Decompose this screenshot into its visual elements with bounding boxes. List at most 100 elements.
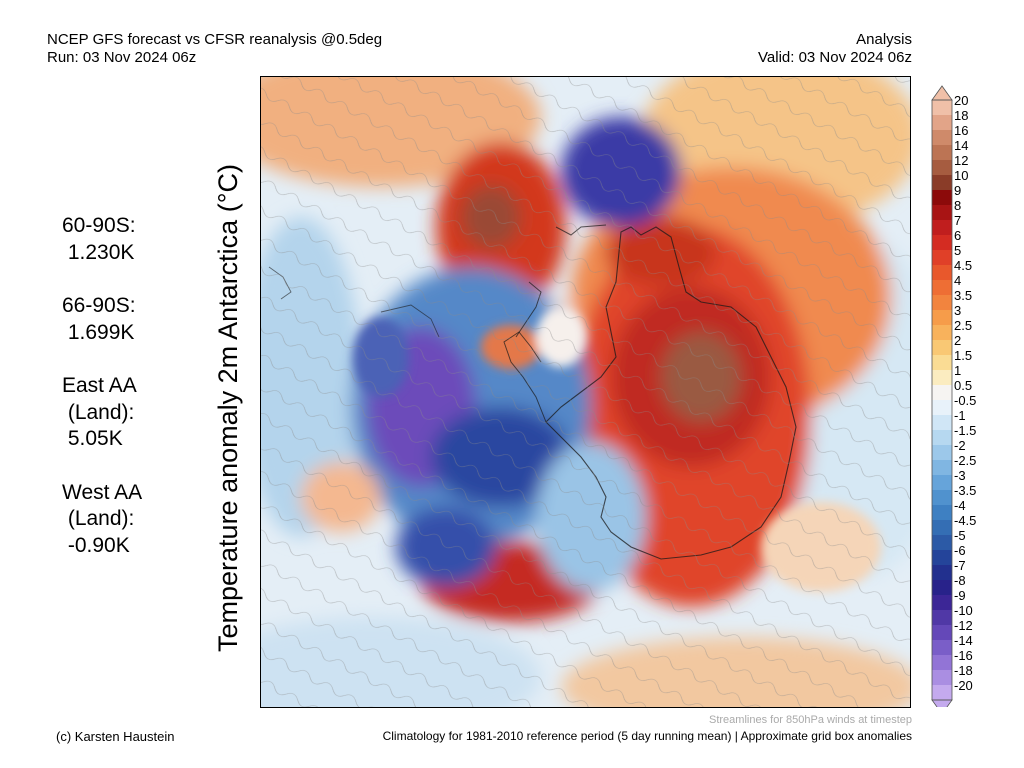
climatology-note: Climatology for 1981-2010 reference peri… [382, 729, 912, 743]
stat-line: 1.699K [62, 320, 135, 344]
stat-line: -0.90K [62, 533, 130, 557]
colorbar-tick-label: 0.5 [954, 378, 973, 393]
colorbar-tick-label: 20 [954, 93, 969, 108]
colorbar-swatch [932, 340, 952, 355]
colorbar-swatch [932, 310, 952, 325]
colorbar-tick-label: -9 [954, 588, 966, 603]
y-axis-label: Temperature anomaly 2m Antarctica (°C) [213, 164, 243, 652]
colorbar-swatch [932, 670, 952, 685]
stat-line: 66-90S: [62, 294, 136, 317]
stat-block: West AA (Land): -0.90K [62, 480, 142, 560]
colorbar-swatch [932, 100, 952, 115]
colorbar-tick-label: -16 [954, 648, 973, 663]
colorbar-tick-label: 14 [954, 138, 969, 153]
chart-title: NCEP GFS forecast vs CFSR reanalysis @0.… [47, 31, 383, 48]
colorbar-tick-label: 1 [954, 363, 962, 378]
colorbar-tick-label: -1.5 [954, 423, 977, 438]
colorbar-tick-label: -6 [954, 543, 966, 558]
colorbar-swatch [932, 685, 952, 700]
colorbar-tick-label: 2 [954, 333, 962, 348]
stat-block: 66-90S: 1.699K [62, 293, 142, 346]
stat-line: East AA [62, 374, 137, 397]
colorbar-tick-label: 6 [954, 228, 962, 243]
colorbar-tick-label: -5 [954, 528, 966, 543]
stat-block: East AA (Land): 5.05K [62, 373, 142, 453]
colorbar-swatch [932, 595, 952, 610]
colorbar-tick-label: 12 [954, 153, 969, 168]
colorbar-tick-label: -2 [954, 438, 966, 453]
colorbar-swatch [932, 370, 952, 385]
colorbar-tick-label: 16 [954, 123, 969, 138]
stat-line: 60-90S: [62, 214, 136, 237]
analysis-mode: Analysis [856, 31, 912, 48]
colorbar-tick-label: -8 [954, 573, 966, 588]
colorbar-swatch [932, 625, 952, 640]
colorbar-tick-label: 8 [954, 198, 962, 213]
colorbar-tick-label: -4.5 [954, 513, 977, 528]
header-right: Analysis Valid: 03 Nov 2024 06z [758, 31, 912, 67]
header-left: NCEP GFS forecast vs CFSR reanalysis @0.… [47, 31, 382, 67]
colorbar-tick-label: 10 [954, 168, 969, 183]
colorbar [931, 85, 953, 707]
colorbar-swatch [932, 580, 952, 595]
colorbar-tick-label: 4.5 [954, 258, 973, 273]
colorbar-swatch [932, 175, 952, 190]
colorbar-swatch [932, 550, 952, 565]
colorbar-swatch [932, 610, 952, 625]
colorbar-tick-label: 3.5 [954, 288, 973, 303]
colorbar-swatch [932, 565, 952, 580]
colorbar-min-arrow [931, 699, 953, 707]
colorbar-swatch [932, 130, 952, 145]
colorbar-swatch [932, 520, 952, 535]
colorbar-tick-label: -0.5 [954, 393, 977, 408]
stat-block: 60-90S: 1.230K [62, 213, 142, 266]
stat-line: West AA [62, 480, 143, 504]
colorbar-swatch [932, 265, 952, 280]
streamlines-note: Streamlines for 850hPa winds at timestep [709, 714, 912, 726]
colorbar-swatch [932, 220, 952, 235]
stats-panel: 60-90S: 1.230K 66-90S: 1.699K East AA (Lan… [62, 213, 142, 586]
colorbar-tick-label: 5 [954, 243, 962, 258]
colorbar-swatch [932, 445, 952, 460]
colorbar-swatch [932, 205, 952, 220]
stat-line: (Land): [62, 507, 135, 530]
colorbar-tick-label: -2.5 [954, 453, 977, 468]
colorbar-tick-label: 2.5 [954, 318, 973, 333]
colorbar-swatch [932, 490, 952, 505]
anomaly-map-graphic [261, 77, 910, 707]
colorbar-tick-label: -20 [954, 678, 973, 693]
colorbar-swatch [932, 430, 952, 445]
colorbar-swatch [932, 325, 952, 340]
colorbar-swatch [932, 385, 952, 400]
colorbar-swatch [932, 160, 952, 175]
colorbar-swatch [932, 280, 952, 295]
colorbar-tick-label: -3.5 [954, 483, 977, 498]
colorbar-swatch [932, 400, 952, 415]
colorbar-swatch [932, 460, 952, 475]
run-time: Run: 03 Nov 2024 06z [47, 49, 197, 66]
stat-line: 5.05K [62, 427, 123, 450]
colorbar-tick-label: -14 [954, 633, 973, 648]
stat-line: (Land): [62, 400, 135, 424]
anomaly-map [260, 76, 911, 708]
colorbar-swatch [932, 535, 952, 550]
colorbar-tick-label: 18 [954, 108, 969, 123]
colorbar-tick-label: 7 [954, 213, 962, 228]
colorbar-tick-label: -18 [954, 663, 973, 678]
colorbar-swatch [932, 355, 952, 370]
colorbar-tick-label: -1 [954, 408, 966, 423]
colorbar-swatch [932, 295, 952, 310]
colorbar-max-arrow [931, 85, 953, 101]
colorbar-frame [931, 99, 953, 701]
colorbar-swatch [932, 250, 952, 265]
colorbar-tick-label: 9 [954, 183, 962, 198]
colorbar-swatch [932, 640, 952, 655]
colorbar-swatch [932, 115, 952, 130]
colorbar-swatch [932, 235, 952, 250]
colorbar-tick-label: -10 [954, 603, 973, 618]
colorbar-tick-label: -7 [954, 558, 966, 573]
colorbar-swatch [932, 415, 952, 430]
colorbar-tick-label: -4 [954, 498, 966, 513]
colorbar-tick-label: 3 [954, 303, 962, 318]
colorbar-swatch [932, 505, 952, 520]
